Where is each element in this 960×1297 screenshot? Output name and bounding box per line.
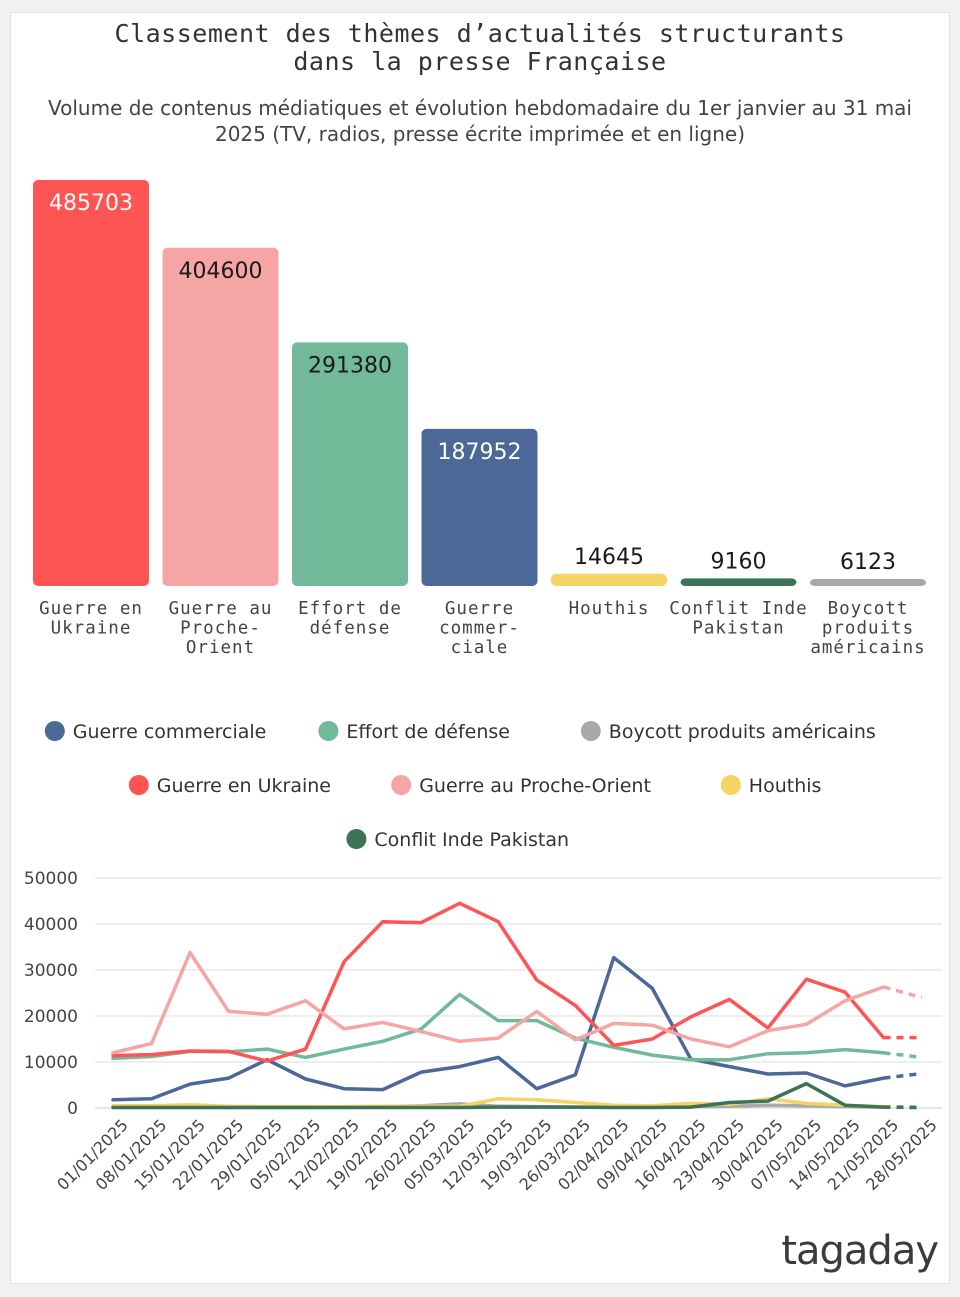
title-line-1: Classement des thèmes d’actualités struc… [114, 19, 846, 48]
legend-swatch-2 [580, 721, 601, 741]
bar-value-label-6: 6123 [840, 550, 896, 575]
bar-category-label-2-0: Effort de [298, 599, 402, 619]
bar-2 [292, 342, 408, 586]
bar-category-label-1-0: Guerre au [169, 599, 273, 619]
y-tick-label-0: 0 [67, 1099, 78, 1119]
bar-category-label-1-2: Orient [186, 638, 255, 658]
bar-category-label-5-0: Conflit Inde [669, 599, 807, 619]
legend-swatch-6 [346, 829, 367, 849]
legend-swatch-3 [128, 775, 149, 795]
tagaday-logo: tagaday [781, 1228, 939, 1274]
series-line-1 [111, 992, 886, 1062]
series-line-4 [111, 950, 886, 1055]
series-projection-4 [883, 985, 923, 1000]
subtitle-line-2: 2025 (TV, radios, presse écrite imprimée… [214, 122, 746, 146]
legend-swatch-0 [44, 721, 65, 741]
bar-category-label-6-0: Boycott [828, 599, 909, 619]
bar-value-label-5: 9160 [711, 549, 767, 574]
chart-title: Classement des thèmes d’actualités struc… [0, 20, 960, 76]
legend-label-6: Conflit Inde Pakistan [374, 829, 569, 851]
legend-label-5: Houthis [749, 775, 822, 797]
bar-value-label-1: 404600 [179, 259, 263, 284]
y-tick-label-2: 20000 [24, 1007, 78, 1027]
subtitle-line-1: Volume de contenus médiatiques et évolut… [47, 96, 912, 120]
series-projection-1 [883, 1051, 923, 1060]
bar-category-label-3-2: ciale [451, 638, 509, 658]
bar-category-label-1-1: Proche- [180, 619, 261, 639]
legend-swatch-4 [391, 775, 412, 795]
bar-6 [810, 579, 926, 586]
series-line-6 [111, 1081, 886, 1110]
y-tick-label-5: 50000 [24, 869, 78, 889]
series-line-0 [111, 955, 886, 1102]
legend-label-4: Guerre au Proche-Orient [419, 775, 651, 797]
legend-label-3: Guerre en Ukraine [157, 775, 331, 797]
y-tick-label-3: 30000 [24, 961, 78, 981]
bar-category-label-2-1: défense [310, 619, 391, 639]
legend-swatch-1 [318, 721, 339, 741]
series-projection-0 [883, 1071, 923, 1080]
bar-1 [162, 247, 279, 587]
line-chart: 0100002000030000400005000001/01/202508/0… [24, 869, 942, 1194]
bar-5 [680, 578, 797, 586]
bar-value-label-2: 291380 [308, 353, 392, 378]
bar-category-label-6-2: américains [810, 638, 925, 658]
bar-value-label-4: 14645 [574, 545, 644, 570]
legend-swatch-5 [720, 775, 741, 795]
bar-0 [33, 180, 149, 586]
y-tick-label-1: 10000 [24, 1053, 78, 1073]
bar-category-label-0-0: Guerre en [39, 599, 143, 619]
bar-3 [421, 428, 538, 586]
title-line-2: dans la presse Française [293, 47, 667, 76]
bar-4 [551, 573, 667, 586]
series-line-3 [111, 901, 886, 1063]
y-tick-label-4: 40000 [24, 915, 78, 935]
bar-value-label-3: 187952 [438, 440, 522, 465]
legend-label-1: Effort de défense [346, 721, 510, 743]
bar-category-label-4-0: Houthis [569, 599, 650, 619]
bar-category-label-6-1: produits [822, 619, 914, 639]
bar-category-label-0-1: Ukraine [51, 619, 132, 639]
bar-category-label-5-1: Pakistan [692, 619, 784, 639]
legend-label-2: Boycott produits américains [609, 721, 876, 743]
legend-label-0: Guerre commerciale [73, 721, 267, 743]
chart-subtitle: Volume de contenus médiatiques et évolut… [0, 95, 960, 147]
line-chart-legend: Guerre commerciale Effort de défense Boyco… [44, 721, 876, 851]
bar-category-label-3-1: commer- [439, 619, 520, 639]
bar-category-label-3-0: Guerre [445, 599, 514, 619]
bar-value-label-0: 485703 [49, 191, 133, 216]
